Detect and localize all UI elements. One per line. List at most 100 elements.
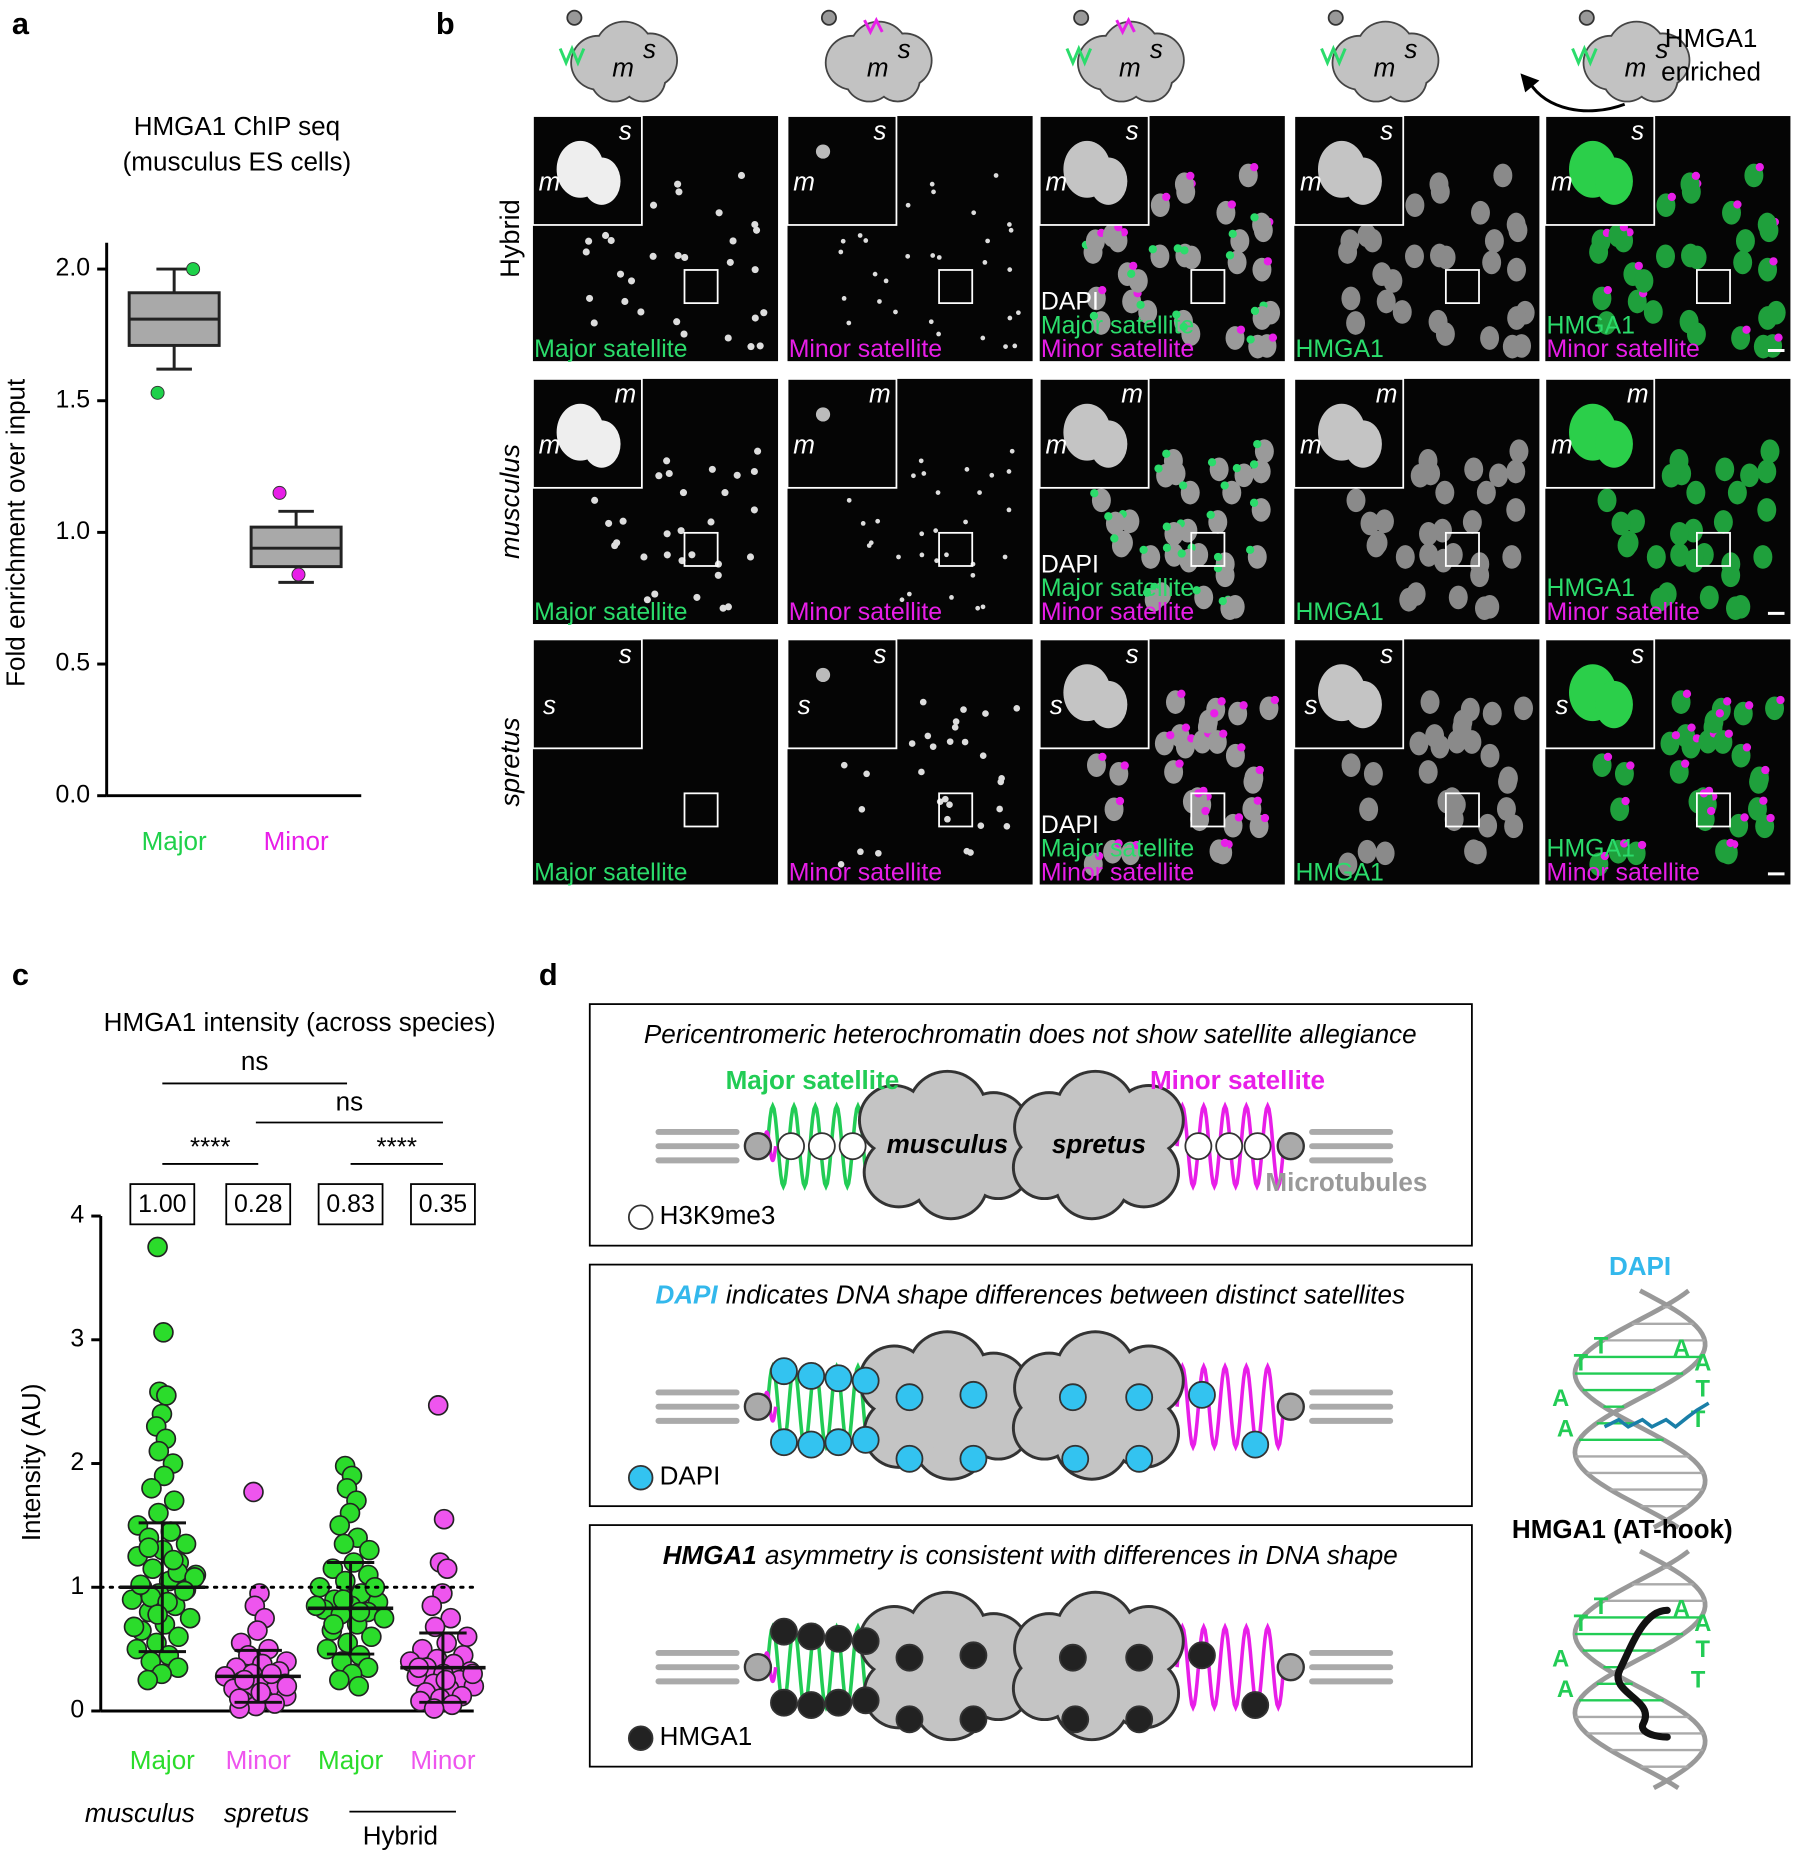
- chromosome: [1338, 852, 1358, 877]
- signal: [919, 698, 927, 706]
- dna-strand: [1572, 1288, 1708, 1530]
- chromosome: [1482, 250, 1502, 275]
- signal: [936, 798, 944, 805]
- signal: [946, 738, 954, 745]
- value-label-box: [225, 1183, 292, 1226]
- point: [186, 262, 201, 277]
- icon-letter: m: [1374, 53, 1396, 83]
- enriched-label: HMGA1: [1665, 23, 1758, 53]
- binding-mark: [1125, 1705, 1154, 1734]
- signal: [754, 447, 762, 455]
- signal: [724, 334, 732, 342]
- signal: [619, 517, 627, 525]
- inset-letter: s: [1050, 690, 1063, 720]
- chromosome: [1360, 511, 1380, 536]
- point: [163, 1490, 185, 1511]
- major-signal: [1136, 300, 1145, 309]
- minor-signal: [1769, 257, 1778, 266]
- signal: [681, 253, 689, 261]
- base-letter: T: [1594, 1594, 1609, 1620]
- icon-chromosome: [876, 58, 919, 101]
- base-letter: A: [1694, 1611, 1711, 1637]
- minor-signal: [1115, 796, 1125, 806]
- minor-signal: [1236, 325, 1246, 334]
- binding-mark: [1243, 1132, 1272, 1161]
- signal: [951, 724, 959, 731]
- major-signal: [1180, 246, 1189, 255]
- point: [163, 1549, 184, 1571]
- centromere: [1276, 1392, 1305, 1421]
- row-label: musculus: [494, 444, 525, 559]
- chromosome: [1686, 480, 1706, 505]
- x-tick-label: Minor: [410, 1745, 475, 1775]
- signal: [911, 473, 916, 479]
- signal: [993, 173, 999, 178]
- minor-signal: [1129, 261, 1138, 270]
- minor-signal: [1706, 806, 1716, 816]
- signal: [963, 519, 968, 525]
- y-tick-label: 4: [70, 1201, 84, 1229]
- point: [348, 1675, 370, 1697]
- signal: [883, 278, 889, 284]
- inset-chromosome: [1344, 420, 1382, 468]
- chromosome: [1493, 163, 1513, 188]
- signal: [677, 527, 685, 535]
- signal: [928, 319, 934, 325]
- minor-signal: [1119, 228, 1129, 237]
- minor-signal: [1253, 796, 1262, 805]
- chromosome: [1760, 439, 1780, 464]
- value-label: 0.28: [234, 1190, 282, 1218]
- point: [148, 1502, 169, 1524]
- major-signal: [1179, 322, 1188, 332]
- binding-mark: [1215, 1132, 1244, 1161]
- binding-mark: [959, 1444, 988, 1473]
- title-lead: DAPI: [655, 1279, 718, 1309]
- icon-major-satellite: [558, 44, 586, 67]
- signal: [837, 861, 845, 868]
- point: [153, 1465, 175, 1487]
- chromosome: [1433, 548, 1453, 573]
- point: [456, 1626, 478, 1648]
- major-signal: [1249, 460, 1259, 469]
- chromosome: [1670, 521, 1689, 546]
- inset-letter: m: [793, 429, 815, 459]
- signal: [908, 740, 916, 747]
- channel-label: DAPI: [1041, 811, 1099, 839]
- major-signal: [1213, 552, 1223, 562]
- chromosome: [1506, 212, 1526, 237]
- chromosome: [1684, 518, 1703, 543]
- signal: [637, 308, 645, 316]
- chromosome: [1617, 533, 1637, 558]
- binding-mark: [807, 1132, 836, 1161]
- signal: [747, 343, 755, 351]
- chromosome: [1757, 498, 1777, 522]
- signal: [651, 590, 659, 598]
- binding-mark: [797, 1622, 826, 1651]
- legend-label: DAPI: [660, 1461, 721, 1491]
- channel-label: Minor satellite: [1041, 598, 1194, 626]
- minor-signal: [1723, 697, 1732, 706]
- dapi-molecule: [1603, 1401, 1710, 1430]
- channel-label: HMGA1: [1295, 335, 1383, 363]
- chromosome: [1650, 587, 1670, 612]
- inset-letter: s: [619, 115, 632, 145]
- chromosome: [1346, 311, 1366, 335]
- binding-mark: [797, 1361, 826, 1390]
- chromosome: [1502, 545, 1522, 569]
- whisker-low: [156, 345, 192, 371]
- icon-letter: m: [612, 53, 634, 83]
- point: [421, 1595, 443, 1617]
- signal: [582, 248, 590, 256]
- inset-letter: m: [793, 166, 815, 196]
- inset-chromosome: [582, 157, 621, 205]
- point: [305, 1595, 327, 1617]
- signal: [1012, 343, 1018, 349]
- point: [247, 1620, 268, 1641]
- signal: [674, 180, 682, 188]
- enriched-arrowhead: [1520, 73, 1540, 93]
- chromosome: [1758, 306, 1778, 330]
- inset-letter: m: [614, 378, 636, 408]
- signal: [585, 294, 594, 302]
- chromosome: [1366, 533, 1386, 558]
